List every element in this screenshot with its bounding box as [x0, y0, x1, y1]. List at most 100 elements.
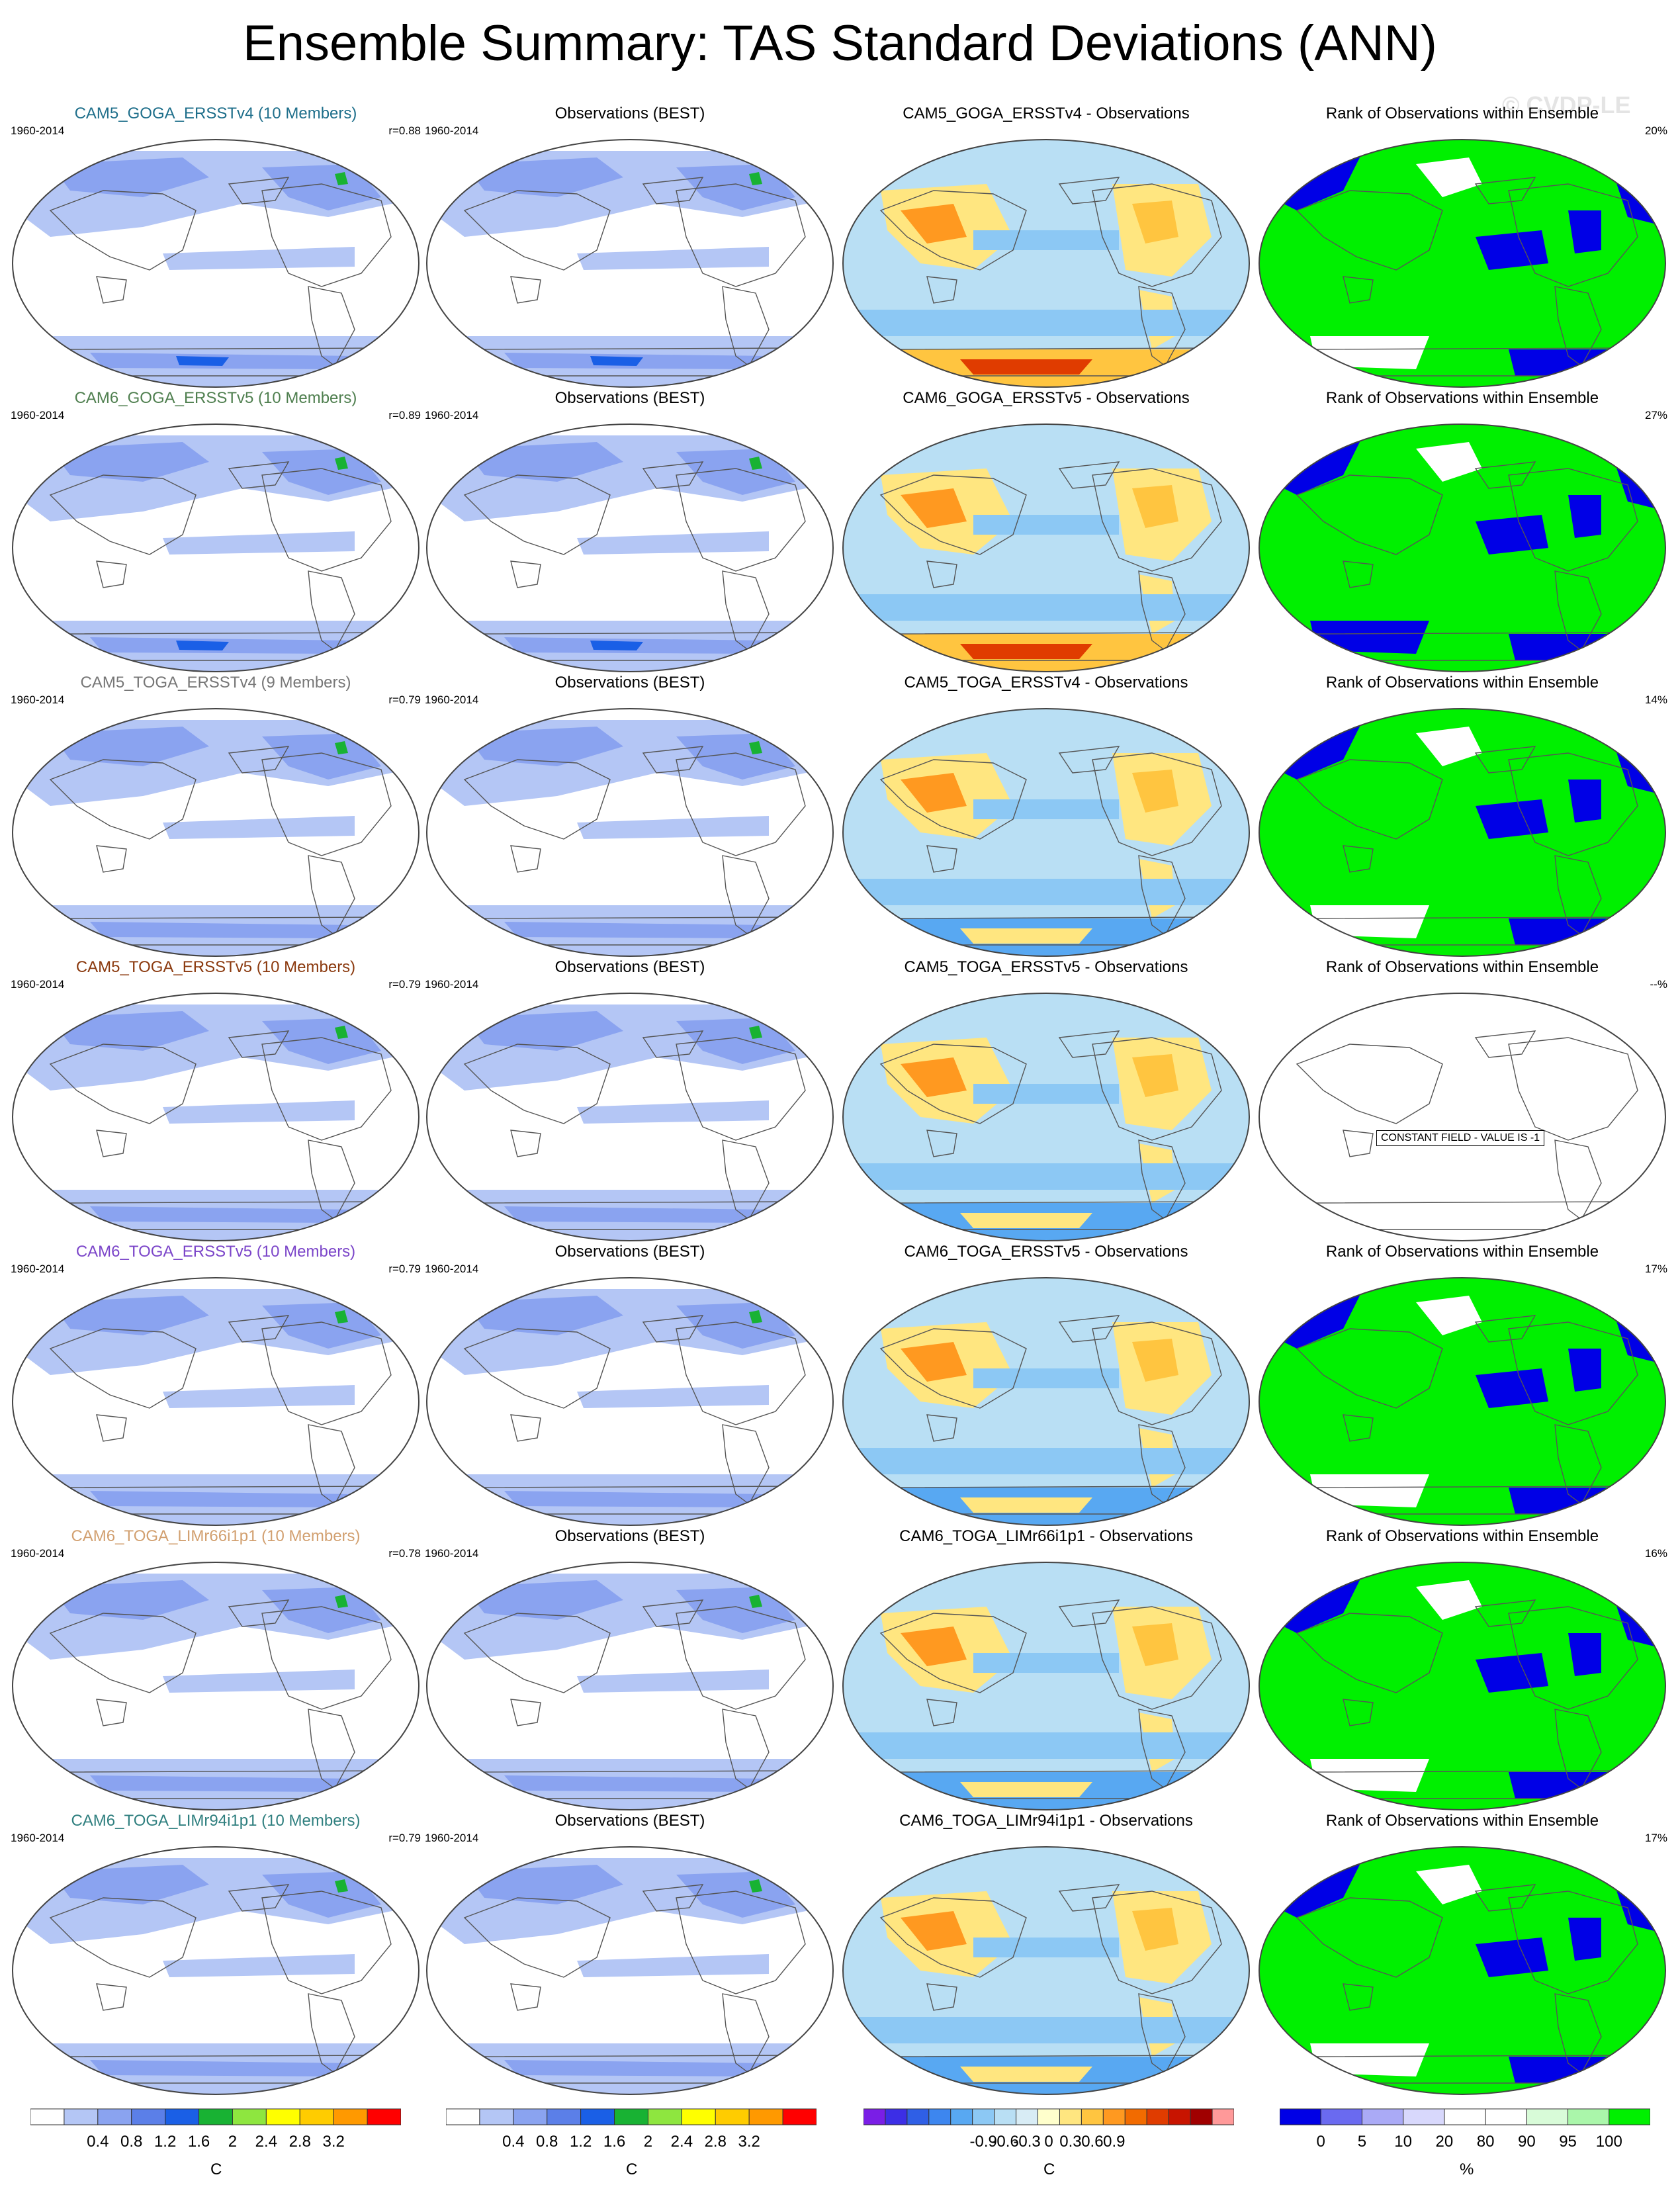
obs-map-container — [425, 138, 835, 392]
diff-map — [842, 1846, 1250, 2095]
colorbar-unit-label: % — [1460, 2161, 1474, 2178]
rank-panel-title: Rank of Observations within Ensemble — [1325, 389, 1599, 407]
colorbar-unit-label: C — [1043, 2161, 1055, 2178]
colorbar-tick-label: 1.6 — [603, 2133, 626, 2151]
pattern-correlation: r=0.79 — [388, 1263, 421, 1275]
colorbar-swatch — [1059, 2108, 1082, 2125]
colorbar-tick-label: 80 — [1476, 2133, 1495, 2151]
period-label: 1960-2014 — [11, 124, 65, 137]
colorbar-swatch — [1168, 2108, 1191, 2125]
colorbar-swatch — [1190, 2108, 1213, 2125]
obs-panel-title: Observations (BEST) — [554, 1243, 705, 1261]
colorbar-swatch — [64, 2108, 99, 2125]
diff-panel-title: CAM5_GOGA_ERSSTv4 - Observations — [903, 105, 1190, 122]
colorbar-tick-label: 2.4 — [255, 2133, 278, 2151]
rank-panel-title: Rank of Observations within Ensemble — [1325, 1812, 1599, 1830]
colorbar-swatches — [1279, 2108, 1651, 2125]
obs-map — [426, 993, 834, 1241]
colorbar-swatch — [131, 2108, 166, 2125]
obs-map — [426, 139, 834, 388]
obs-map-container — [425, 1560, 835, 1815]
colorbar-swatch — [1124, 2108, 1147, 2125]
colorbar-swatch — [1444, 2108, 1486, 2125]
figure-title: Ensemble Summary: TAS Standard Deviation… — [243, 15, 1437, 71]
colorbar-swatch — [97, 2108, 132, 2125]
diff-map — [842, 424, 1250, 672]
colorbar-tick-label: 3.2 — [738, 2133, 760, 2151]
diff-panel-row-4: CAM5_TOGA_ERSSTv5 - Observations — [841, 958, 1251, 1243]
rank-panel-title: Rank of Observations within Ensemble — [1325, 1527, 1599, 1545]
colorbar-swatch — [681, 2108, 716, 2125]
ens-map — [12, 1277, 420, 1526]
colorbar-tick-label: 0.4 — [87, 2133, 109, 2151]
colorbar-swatch — [1361, 2108, 1404, 2125]
rank-percent: 17% — [1644, 1832, 1667, 1844]
colorbar-unit-label: C — [626, 2161, 638, 2178]
colorbar-swatch — [994, 2108, 1017, 2125]
ens-map — [12, 1562, 420, 1810]
colorbar-tick-label: 1.2 — [569, 2133, 592, 2151]
pattern-correlation: r=0.88 — [388, 124, 421, 137]
obs-panel-row-3: Observations (BEST) 1960-2014 — [425, 674, 835, 958]
diff-map — [842, 1562, 1250, 1810]
obs-map — [426, 1846, 834, 2095]
obs-panel-row-7: Observations (BEST) 1960-2014 — [425, 1812, 835, 2096]
obs-map — [426, 1277, 834, 1526]
colorbar-swatch — [1403, 2108, 1445, 2125]
colorbar-swatch — [367, 2108, 402, 2125]
colorbar-swatch — [782, 2108, 817, 2125]
ens-map-container — [11, 991, 421, 1246]
colorbar-tick-label: 2 — [228, 2133, 238, 2151]
rank-percent: 14% — [1644, 693, 1667, 706]
diff-panel-row-5: CAM6_TOGA_ERSSTv5 - Observations — [841, 1243, 1251, 1527]
colorbar-swatch — [580, 2108, 615, 2125]
colorbar-swatch — [30, 2108, 65, 2125]
colorbar-swatch — [715, 2108, 750, 2125]
rank-map — [1259, 1562, 1666, 1810]
diff-panel-title: CAM5_TOGA_ERSSTv5 - Observations — [904, 958, 1188, 976]
diff-map-container — [841, 1276, 1251, 1531]
colorbar-swatch — [479, 2108, 514, 2125]
colorbar-unit-label: C — [210, 2161, 222, 2178]
colorbar-swatch — [748, 2108, 783, 2125]
diff-panel-title: CAM6_TOGA_LIMr94i1p1 - Observations — [899, 1812, 1193, 1830]
colorbar-tick-label: 3.2 — [322, 2133, 345, 2151]
diff-map-container — [841, 991, 1251, 1246]
colorbar-tick-label: 2.8 — [704, 2133, 727, 2151]
obs-panel-title: Observations (BEST) — [554, 1527, 705, 1545]
ens-panel-title: CAM6_TOGA_ERSSTv5 (10 Members) — [75, 1243, 356, 1261]
colorbar-tick-label: 95 — [1559, 2133, 1577, 2151]
period-label: 1960-2014 — [425, 1832, 479, 1844]
colorbar-tick-label: 0.8 — [120, 2133, 143, 2151]
colorbar-tick-label: 0 — [1044, 2133, 1053, 2151]
obs-map-container — [425, 991, 835, 1246]
colorbar-swatch — [165, 2108, 200, 2125]
ens-panel-row-3: CAM5_TOGA_ERSSTv4 (9 Members) 1960-2014 r=… — [11, 674, 421, 958]
period-label: 1960-2014 — [425, 693, 479, 706]
diff-map-container — [841, 138, 1251, 392]
pattern-correlation: r=0.79 — [388, 978, 421, 991]
period-label: 1960-2014 — [425, 1263, 479, 1275]
period-label: 1960-2014 — [11, 1832, 65, 1844]
period-label: 1960-2014 — [11, 409, 65, 422]
rank-panel-title: Rank of Observations within Ensemble — [1325, 958, 1599, 976]
diff-panel-row-6: CAM6_TOGA_LIMr66i1p1 - Observations — [841, 1527, 1251, 1812]
diff-panel-title: CAM5_TOGA_ERSSTv4 - Observations — [904, 674, 1188, 691]
rank-map — [1259, 1846, 1666, 2095]
ens-panel-title: CAM6_GOGA_ERSSTv5 (10 Members) — [74, 389, 357, 407]
colorbar-swatches — [30, 2108, 402, 2125]
pattern-correlation: r=0.79 — [388, 693, 421, 706]
obs-panel-title: Observations (BEST) — [554, 389, 705, 407]
colorbar-swatch — [928, 2108, 951, 2125]
rank-map — [1259, 139, 1666, 388]
colorbar-tick-label: 1.2 — [154, 2133, 177, 2151]
colorbar-tick-label: -0.6 — [991, 2133, 1019, 2151]
ens-panel-row-1: CAM5_GOGA_ERSSTv4 (10 Members) 1960-2014 r… — [11, 105, 421, 389]
diff-panel-row-1: CAM5_GOGA_ERSSTv4 - Observations — [841, 105, 1251, 389]
period-label: 1960-2014 — [11, 1263, 65, 1275]
colorbar-swatch — [1320, 2108, 1362, 2125]
diff-map-container — [841, 422, 1251, 677]
colorbar-swatch — [1038, 2108, 1060, 2125]
obs-map — [426, 708, 834, 957]
obs-map-container — [425, 1276, 835, 1531]
